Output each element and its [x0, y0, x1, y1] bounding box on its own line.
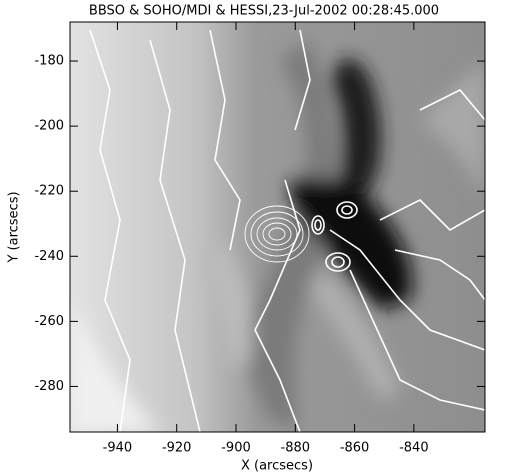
- x-axis-label: X (arcsecs): [241, 459, 313, 474]
- plot-frame: [69, 21, 486, 433]
- y-tick-label: -240: [34, 249, 64, 264]
- x-tick-label: -900: [221, 441, 251, 456]
- solar-image: [70, 22, 485, 432]
- y-tick-label: -220: [34, 184, 64, 199]
- y-tick-label: -280: [34, 379, 64, 394]
- y-axis-label: Y (arcsecs): [7, 191, 22, 263]
- x-tick-label: -840: [399, 441, 429, 456]
- y-tick-label: -200: [34, 119, 64, 134]
- x-tick-label: -920: [162, 441, 192, 456]
- x-tick-label: -860: [340, 441, 370, 456]
- y-tick-label: -180: [34, 54, 64, 69]
- chart-title: BBSO & SOHO/MDI & HESSI,23-Jul-2002 00:2…: [89, 4, 439, 19]
- x-tick-label: -940: [103, 441, 133, 456]
- x-tick-label: -880: [281, 441, 311, 456]
- y-tick-label: -260: [34, 314, 64, 329]
